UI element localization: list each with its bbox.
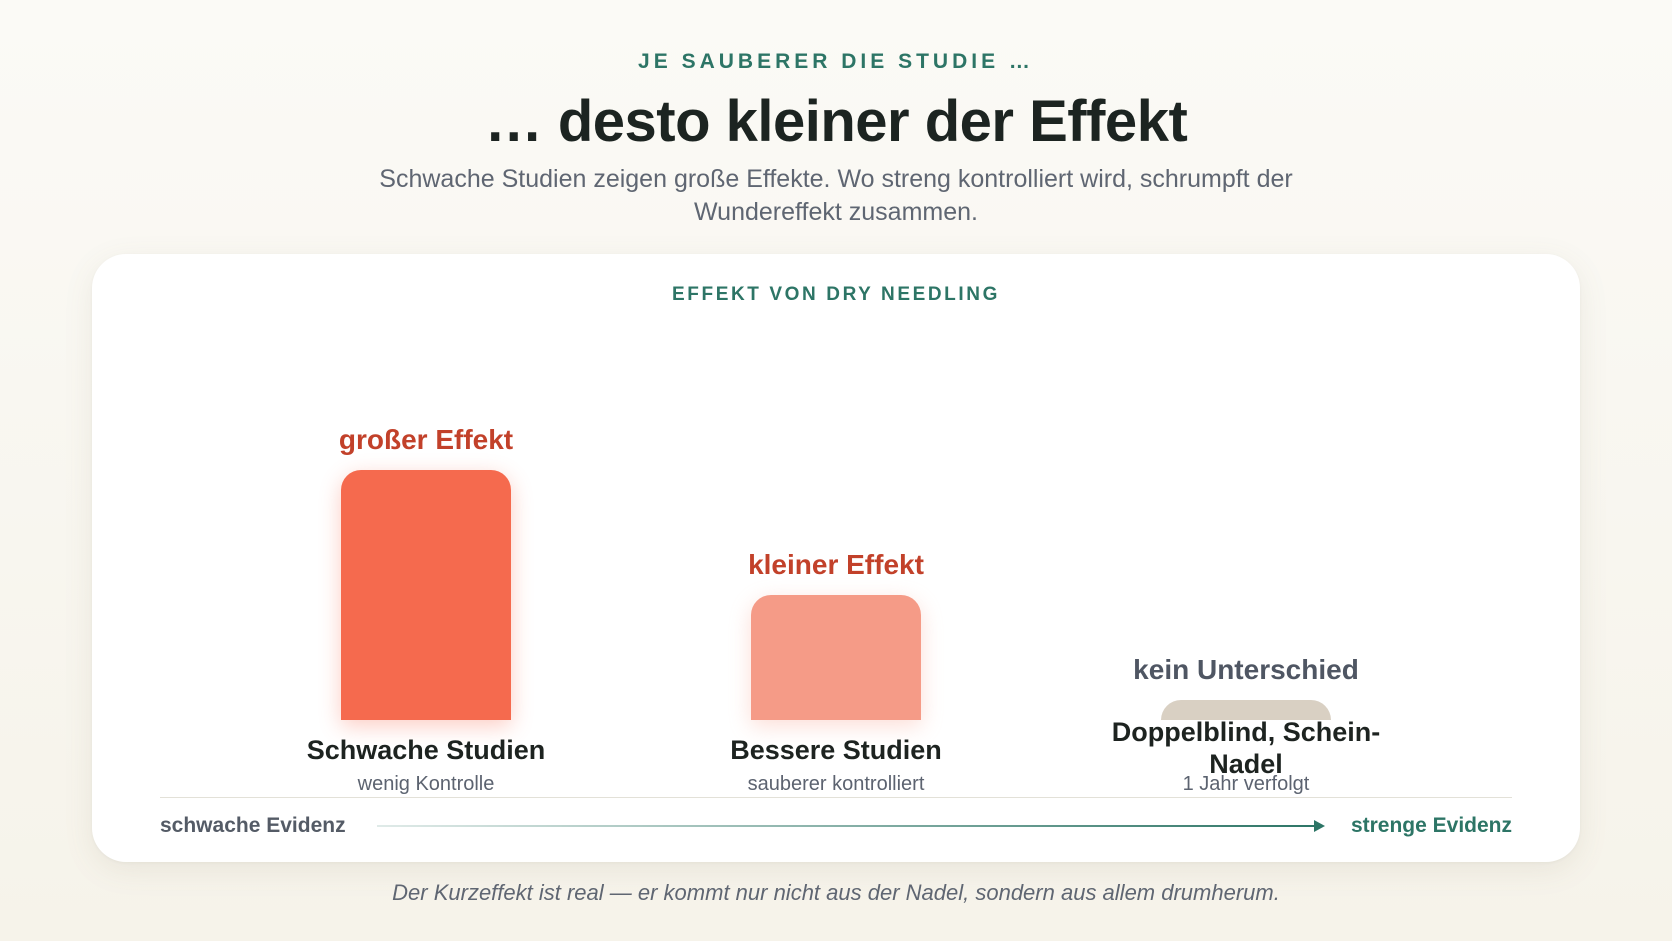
subtitle: Schwache Studien zeigen große Effekte. W… [379, 165, 1293, 226]
bar-group: kein Unterschied Doppelblind, Schein-Nade… [1046, 254, 1446, 814]
bar-group: großer Effekt Schwache Studien wenig Kontr… [226, 254, 626, 814]
arrow-right-icon [1314, 820, 1325, 832]
bar [751, 595, 921, 720]
bar-subtitle: wenig Kontrolle [357, 773, 495, 795]
bar-subtitle: sauberer kontrolliert [747, 773, 925, 795]
chart-card: EFFEKT VON DRY NEEDLING großer Effekt Sch… [92, 254, 1580, 862]
bar-value-label: kein Unterschied [1133, 654, 1359, 685]
chart-title: EFFEKT VON DRY NEEDLING [672, 284, 1000, 305]
bar-category-label: Doppelblind, Schein-Nadel [1111, 717, 1381, 779]
bar-category-label: Bessere Studien [730, 735, 942, 765]
bar-subtitle: 1 Jahr verfolgt [1182, 773, 1310, 795]
eyebrow: JE SAUBERER DIE STUDIE … [638, 50, 1034, 73]
bar-category-label: Schwache Studien [306, 735, 546, 765]
bar-value-label: kleiner Effekt [748, 549, 924, 580]
chart-baseline [160, 797, 1512, 798]
footnote: Der Kurzeffekt ist real — er kommt nur n… [392, 880, 1280, 905]
page-title: … desto kleiner der Effekt [484, 89, 1188, 154]
bar [1161, 700, 1331, 720]
axis-label-weak: schwache Evidenz [160, 814, 346, 837]
bar [341, 470, 511, 720]
axis-label-strong: strenge Evidenz [1350, 814, 1512, 837]
evidence-axis-line [377, 825, 1317, 827]
bar-group: kleiner Effekt Bessere Studien sauberer ko… [636, 254, 1036, 814]
bar-value-label: großer Effekt [338, 424, 514, 455]
